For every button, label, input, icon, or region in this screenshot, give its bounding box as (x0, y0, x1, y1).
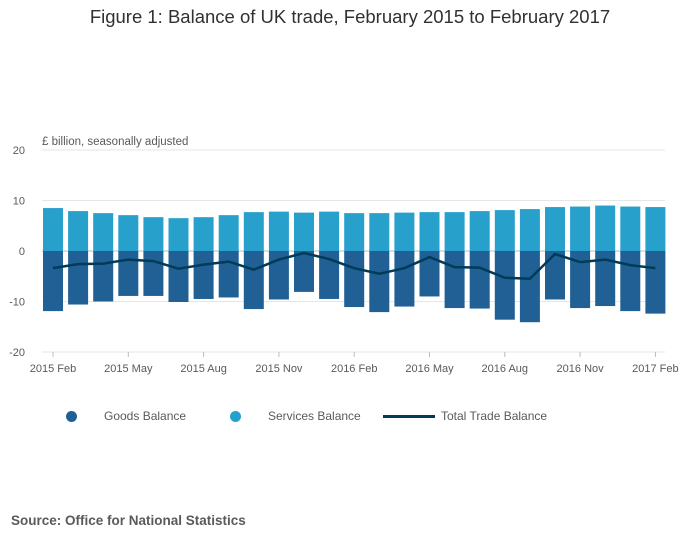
bar-services (369, 213, 390, 251)
legend-label-services: Services Balance (268, 409, 361, 423)
legend-item-services: Services Balance (230, 405, 361, 427)
x-tick-label: 2015 Feb (30, 363, 76, 375)
x-tick-label: 2015 May (104, 363, 153, 375)
bar-services (294, 212, 314, 251)
bar-services (118, 215, 139, 251)
bar-goods (419, 251, 440, 297)
bar-services (68, 211, 89, 251)
x-tick-label: 2015 Aug (180, 363, 227, 375)
bar-services (319, 211, 340, 251)
y-tick-label: -20 (9, 347, 25, 359)
bar-services (394, 212, 415, 251)
x-tick-label: 2016 Feb (331, 363, 377, 375)
bar-goods (118, 251, 139, 296)
bar-services (93, 213, 114, 251)
bar-services (469, 211, 490, 251)
bar-goods (319, 251, 340, 299)
bar-services (344, 213, 365, 251)
bar-services (243, 212, 264, 251)
bar-services (43, 208, 63, 251)
legend-marker-total (383, 414, 435, 418)
bar-services (268, 211, 289, 251)
bar-goods (369, 251, 390, 313)
bar-goods (444, 251, 465, 309)
x-tick-label: 2016 Nov (557, 363, 605, 375)
chart-legend: Goods Balance Services Balance Total Tra… (0, 405, 700, 427)
bar-goods (620, 251, 641, 312)
legend-marker-services (230, 410, 241, 422)
bar-goods (68, 251, 89, 305)
bar-goods (168, 251, 189, 303)
bar-services (218, 215, 239, 251)
bar-services (494, 210, 515, 251)
chart-title: Figure 1: Balance of UK trade, February … (89, 6, 611, 27)
bar-services (570, 206, 591, 251)
x-tick-label: 2015 Nov (255, 363, 303, 375)
line-total-trade-balance (52, 251, 656, 281)
x-tick-label: 2016 May (405, 363, 454, 375)
y-tick-label: 20 (13, 145, 25, 157)
bar-services (519, 209, 540, 251)
legend-marker-goods (66, 410, 77, 422)
bar-goods (218, 251, 239, 298)
legend-label-total: Total Trade Balance (441, 409, 548, 423)
y-tick-label: 10 (13, 196, 25, 208)
x-tick-label: 2016 Aug (482, 363, 529, 375)
bar-goods (645, 251, 666, 314)
bar-services (419, 212, 440, 251)
bar-services (193, 217, 214, 251)
bar-services (143, 217, 164, 251)
bar-goods (595, 251, 616, 307)
bar-goods (43, 251, 63, 312)
legend-label-goods: Goods Balance (104, 409, 187, 423)
y-tick-label: 0 (19, 246, 25, 258)
source-note: Source: Office for National Statistics (11, 513, 246, 528)
x-tick-label: 2017 Feb (632, 363, 678, 375)
bar-goods (545, 251, 565, 300)
bar-services (168, 218, 189, 251)
bar-goods (243, 251, 264, 310)
bar-services (645, 207, 666, 251)
bar-goods (469, 251, 490, 309)
bar-goods (570, 251, 591, 309)
bar-goods (519, 251, 540, 323)
bar-services (545, 207, 565, 251)
legend-item-total: Total Trade Balance (383, 405, 547, 427)
y-tick-label: -10 (9, 297, 25, 309)
bar-services (620, 206, 641, 251)
bar-services (595, 205, 616, 251)
bar-goods (193, 251, 214, 299)
bar-goods (268, 251, 289, 300)
bar-goods (93, 251, 114, 302)
bar-goods (494, 251, 515, 320)
chart-plot: 20 10 0 -10 -20 2015 Feb 2015 May 2015 Aug 2015 … (9, 145, 679, 375)
bar-goods (394, 251, 415, 307)
bar-goods (294, 251, 314, 292)
bar-goods (143, 251, 164, 296)
y-axis-unit-label: £ billion, seasonally adjusted (42, 136, 189, 148)
bar-goods (344, 251, 365, 308)
legend-item-goods: Goods Balance (66, 405, 186, 427)
bar-services (444, 212, 465, 251)
